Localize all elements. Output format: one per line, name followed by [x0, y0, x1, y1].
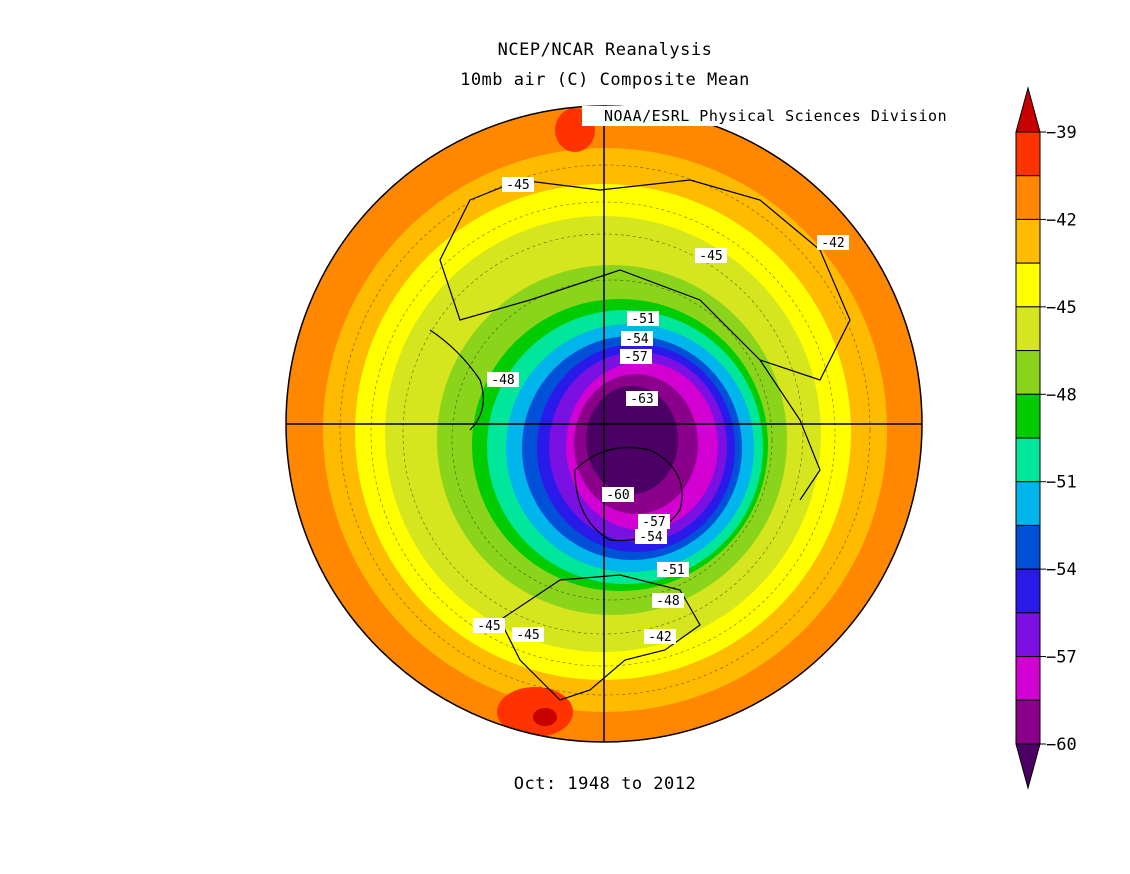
contour-label: -45	[695, 248, 727, 264]
colorbar-segment	[1015, 699, 1041, 745]
svg-text:-51: -51	[631, 312, 654, 327]
svg-text:-45: -45	[516, 628, 539, 643]
contour-label: -54	[621, 331, 653, 347]
period-label: Oct: 1948 to 2012	[513, 774, 697, 794]
warm-blob-south	[497, 687, 573, 737]
colorbar-segment	[1015, 306, 1041, 352]
contour-label: -51	[657, 562, 689, 578]
svg-text:-57: -57	[642, 515, 665, 530]
contour-label: -48	[487, 372, 519, 388]
colorbar-segment	[1015, 481, 1041, 526]
contour-label: -57	[620, 349, 652, 365]
colorbar-tick-label: −60	[1046, 735, 1077, 755]
contour-label: -45	[512, 627, 544, 643]
contour-label: -60	[602, 487, 634, 503]
colorbar-tick-label: −48	[1046, 385, 1077, 405]
dashed-contours	[339, 164, 871, 696]
svg-text:-63: -63	[630, 392, 653, 407]
credit-label: NOAA/ESRL Physical Sciences Division	[582, 106, 952, 126]
svg-text:-60: -60	[606, 488, 629, 503]
svg-text:-57: -57	[624, 350, 647, 365]
colorbar: −39 −42 −45 −48 −51 −54 −57 −60	[1015, 86, 1077, 790]
title-line-1: NCEP/NCAR Reanalysis	[497, 40, 713, 60]
colorbar-segment	[1015, 175, 1041, 220]
colorbar-tick-label: −45	[1046, 298, 1077, 318]
colorbar-segment	[1015, 524, 1041, 570]
colorbar-segment	[1015, 131, 1041, 177]
svg-text:-48: -48	[656, 594, 679, 609]
title-line-2: 10mb air (C) Composite Mean	[460, 70, 750, 90]
svg-text:-51: -51	[661, 563, 684, 578]
colorbar-segment	[1015, 568, 1041, 614]
band-minus-61	[586, 386, 678, 494]
colorbar-tick-label: −51	[1046, 473, 1077, 493]
svg-text:-54: -54	[639, 530, 663, 545]
colorbar-segment	[1015, 612, 1041, 658]
svg-text:-45: -45	[477, 619, 500, 634]
contour-label: -48	[652, 593, 684, 609]
svg-text:-42: -42	[821, 236, 844, 251]
colorbar-segment	[1015, 262, 1041, 308]
colorbar-tick-label: −39	[1046, 123, 1077, 143]
svg-text:-48: -48	[491, 373, 514, 388]
contour-label: -42	[817, 235, 849, 251]
contour-label: -45	[502, 177, 534, 193]
contour-label: -54	[635, 529, 667, 545]
polar-map	[286, 106, 922, 742]
svg-text:-45: -45	[506, 178, 529, 193]
contour-label: -57	[638, 514, 670, 530]
colorbar-segment	[1015, 656, 1041, 701]
svg-text:-45: -45	[699, 249, 722, 264]
colorbar-segment	[1015, 437, 1041, 483]
colorbar-bottom-arrow	[1015, 743, 1041, 790]
svg-text:-42: -42	[648, 630, 671, 645]
contour-label: -45	[473, 618, 505, 634]
svg-text:-54: -54	[625, 332, 649, 347]
coastlines	[429, 179, 851, 701]
contour-label: -42	[644, 629, 676, 645]
colorbar-segment	[1015, 218, 1041, 264]
contour-label: -63	[626, 391, 658, 407]
colorbar-tick-label: −42	[1046, 210, 1077, 230]
colorbar-top-arrow	[1015, 86, 1041, 133]
colorbar-tick-label: −54	[1046, 560, 1077, 580]
contour-labels: -45-45-42-51-54-57-48-63-60-57-54-51-48-…	[473, 177, 849, 645]
colorbar-tick-label: −57	[1046, 648, 1077, 668]
colorbar-segment	[1015, 393, 1041, 439]
contour-label: -51	[627, 311, 659, 327]
colorbar-segment	[1015, 350, 1041, 395]
